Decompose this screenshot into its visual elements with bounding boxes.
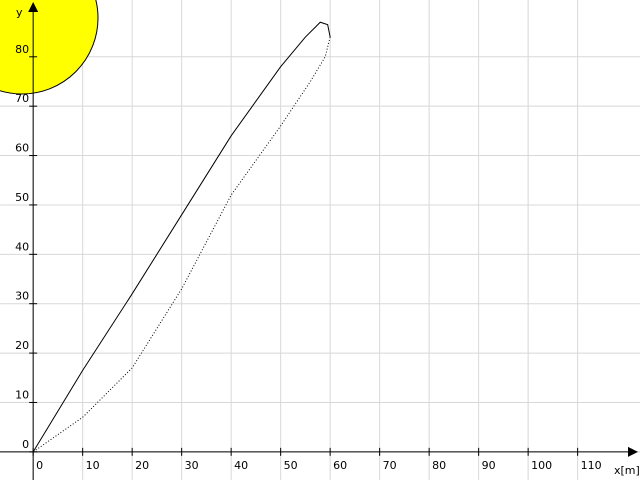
x-tick-label: 80 (432, 459, 446, 472)
y-tick-label: 10 (15, 388, 29, 401)
y-tick-label: 0 (22, 438, 29, 451)
y-axis-arrow (28, 2, 39, 12)
x-tick-label: 50 (284, 459, 298, 472)
x-tick-label: 20 (135, 459, 149, 472)
x-tick-label: 90 (482, 459, 496, 472)
trajectory (32, 21, 331, 453)
x-tick-label: 70 (383, 459, 397, 472)
y-tick-label: 70 (15, 92, 29, 105)
x-tick-label: 0 (36, 459, 43, 472)
y-tick-label: 40 (15, 240, 29, 253)
x-tick-label: 110 (581, 459, 602, 472)
y-tick-label: 60 (15, 142, 29, 155)
y-tick-label: 80 (15, 43, 29, 56)
x-tick-label: 60 (333, 459, 347, 472)
sun (0, 0, 99, 95)
x-tick-label: 40 (234, 459, 248, 472)
y-tick-label: 20 (15, 339, 29, 352)
y-tick-label: 50 (15, 191, 29, 204)
x-axis-label: x[m] (614, 464, 640, 477)
y-axis-label: y (16, 6, 23, 19)
x-tick-label: 10 (86, 459, 100, 472)
x-tick-label: 100 (531, 459, 552, 472)
x-axis-arrow (628, 446, 638, 457)
x-tick-label: 30 (185, 459, 199, 472)
y-tick-label: 30 (15, 290, 29, 303)
